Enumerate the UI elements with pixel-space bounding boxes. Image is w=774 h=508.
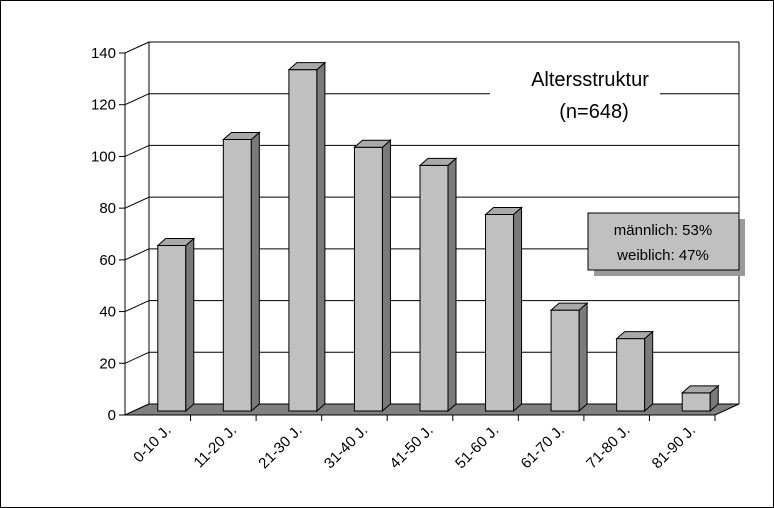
bar-top — [222, 132, 261, 140]
annotation-line-1: männlich: 53% — [614, 222, 712, 239]
bar-top — [615, 331, 654, 340]
x-tick-label: 71-80 J. — [583, 422, 633, 472]
annotation-box-background — [587, 212, 740, 271]
chart-title-group: Altersstruktur (n=648) — [490, 60, 660, 123]
bar — [550, 309, 580, 412]
annotation-box: männlich: 53% weiblich: 47% — [587, 212, 745, 276]
bar-top — [549, 302, 589, 311]
x-tick-label: 21-30 J. — [255, 422, 305, 472]
bar-top — [680, 385, 720, 394]
bar-top — [287, 62, 327, 71]
title-background — [490, 60, 660, 122]
bar — [353, 146, 383, 412]
bar — [616, 338, 646, 412]
gridline-diagonal — [124, 300, 150, 313]
x-tick-label: 81-90 J. — [649, 422, 699, 472]
y-tick-label: 100 — [91, 148, 116, 165]
chart-title: Altersstruktur — [531, 69, 649, 91]
bar — [288, 69, 318, 412]
y-tick-labels: 0 20 40 60 80 100 120 140 — [91, 45, 116, 424]
bar-side — [316, 61, 326, 413]
bar-top — [484, 206, 523, 215]
bar-top — [418, 157, 458, 166]
x-tick-label: 61-70 J. — [518, 422, 568, 472]
chart-subtitle: (n=648) — [559, 101, 629, 123]
x-tick-label: 0-10 J. — [130, 422, 174, 466]
x-tick-label: 51-60 J. — [452, 422, 502, 472]
bar-side — [185, 237, 195, 413]
gridline-diagonal — [124, 248, 150, 261]
bar — [681, 392, 711, 412]
bar — [485, 213, 515, 412]
bar-side — [513, 206, 523, 413]
gridline-diagonal — [124, 93, 150, 106]
x-tick-label: 41-50 J. — [386, 422, 436, 472]
gridline-diagonal — [124, 196, 150, 209]
bar-side — [644, 330, 654, 413]
y-tick-label: 80 — [99, 200, 116, 217]
bar — [222, 139, 252, 412]
bar — [157, 245, 187, 412]
bar-side — [447, 157, 457, 413]
annotation-line-2: weiblich: 47% — [616, 247, 709, 264]
gridline-diagonal — [124, 351, 150, 364]
y-tick-label: 140 — [91, 45, 116, 62]
y-tick-label: 120 — [91, 97, 116, 114]
bars — [156, 61, 720, 413]
bar-side — [250, 131, 260, 413]
gridline-diagonal — [124, 144, 150, 157]
y-tick-label: 0 — [108, 407, 116, 424]
x-tick-label: 11-20 J. — [191, 422, 241, 472]
y-tick-label: 40 — [99, 304, 116, 321]
bar-top — [156, 238, 196, 247]
y-tick-label: 20 — [99, 355, 116, 372]
bar — [419, 164, 449, 412]
bar-side — [578, 302, 588, 413]
gridline-diagonal — [124, 41, 150, 54]
x-tick-label: 31-40 J. — [321, 422, 371, 472]
bar-top — [353, 139, 392, 148]
x-tick-labels: 0-10 J. 11-20 J. 21-30 J. 31-40 J. 41-50 J. 5… — [130, 422, 699, 472]
bar-side — [381, 139, 391, 413]
y-tick-label: 60 — [99, 252, 116, 269]
